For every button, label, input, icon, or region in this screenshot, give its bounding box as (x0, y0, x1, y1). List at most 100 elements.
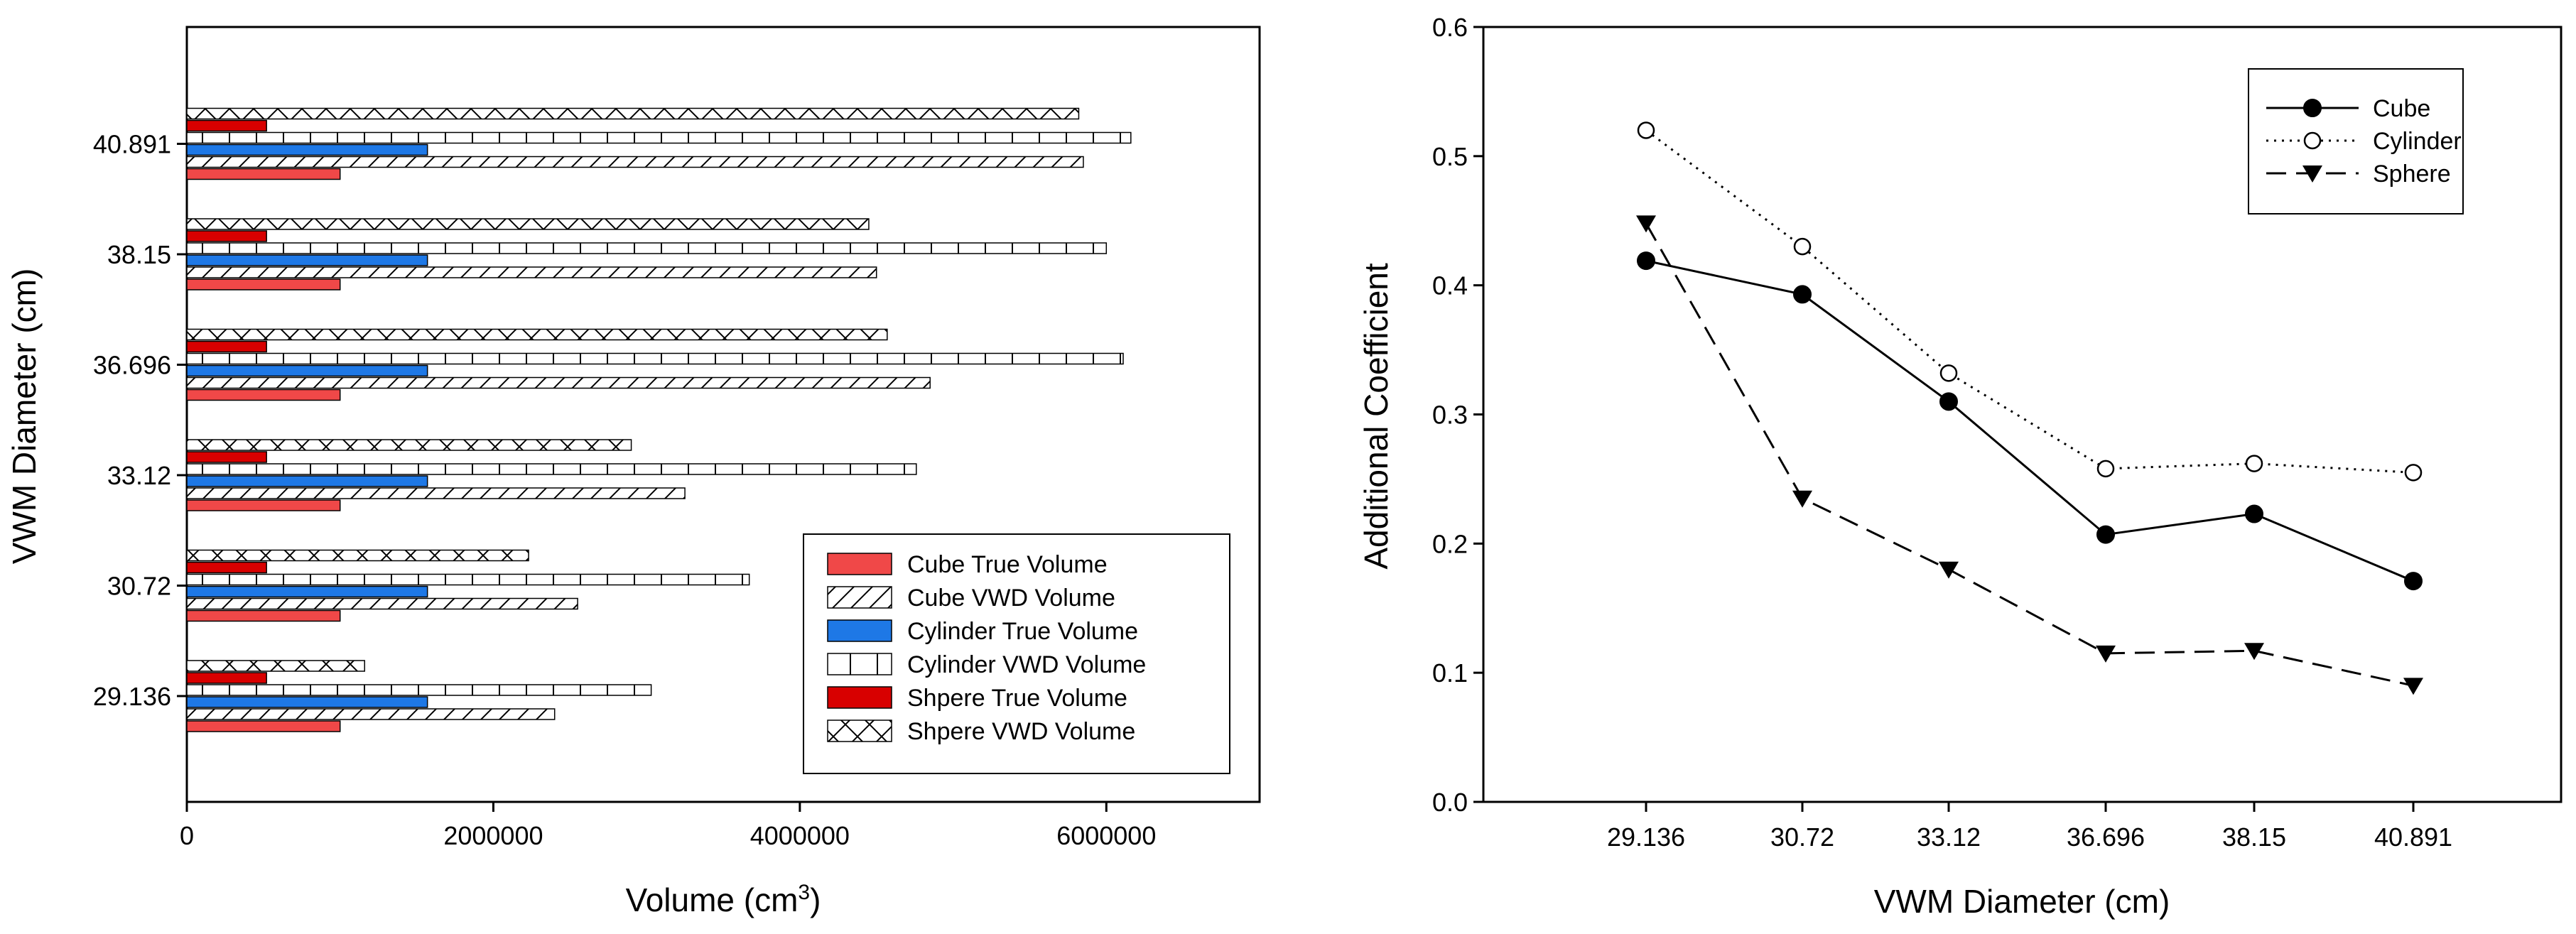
bar (186, 266, 877, 278)
bar (186, 573, 750, 586)
y-tick-label: 38.15 (107, 240, 171, 269)
right-legend: Cube Cylinder Sphere (2248, 68, 2464, 215)
data-point (2096, 525, 2115, 544)
legend-label: Cube VWD Volume (907, 585, 1115, 612)
bar (186, 561, 267, 574)
left-x-axis: 0 2000000 4000000 6000000 (180, 802, 1156, 850)
bar (186, 439, 632, 451)
bar (186, 708, 556, 720)
bar (186, 585, 428, 598)
data-point (2096, 645, 2116, 663)
y-tick-label: 0.1 (1432, 658, 1468, 688)
left-plot-frame (185, 26, 1261, 803)
series-line-sphere (1645, 222, 2414, 687)
data-point (2403, 678, 2423, 695)
legend-swatch (827, 619, 892, 642)
left-y-axis-label: VWM Diameter (cm) (6, 268, 43, 565)
x-tick-label: 29.136 (1607, 822, 1685, 852)
legend-marker (2303, 99, 2322, 117)
legend-swatch (827, 686, 892, 709)
y-tick-label: 33.12 (107, 461, 171, 490)
right-x-axis-label: VWM Diameter (cm) (1874, 883, 2170, 920)
right-legend-box (2248, 68, 2464, 215)
bar (186, 389, 341, 401)
y-tick-label: 30.72 (107, 572, 171, 601)
bar (186, 499, 341, 511)
bar (186, 672, 267, 684)
data-point (1939, 392, 1958, 411)
bar (186, 143, 428, 156)
x-tick-label: 30.72 (1770, 822, 1834, 852)
bar (186, 487, 686, 499)
data-point (2404, 572, 2423, 591)
data-point (2245, 455, 2263, 472)
bar (186, 119, 267, 132)
data-point (2245, 504, 2263, 523)
data-point (1793, 237, 1812, 256)
right-x-axis: 29.136 30.72 33.12 36.696 38.15 40.891 (1607, 802, 2452, 852)
volume-bar-chart: 29.136 30.72 33.12 36.696 38.15 40.891 0 20000… (6, 26, 1261, 918)
data-point (2404, 464, 2423, 482)
legend-marker (2302, 165, 2322, 183)
bar (186, 475, 428, 487)
data-point (2096, 460, 2115, 478)
bar (186, 696, 428, 708)
x-tick-label: 0 (180, 821, 194, 850)
bar (186, 609, 341, 622)
x-tick-label: 4000000 (750, 821, 850, 850)
right-y-axis-label: Additional Coefficient (1358, 263, 1395, 570)
bar (186, 660, 365, 672)
x-tick-label: 40.891 (2374, 822, 2452, 852)
coefficient-line-chart: 0.0 0.1 0.2 0.3 0.4 0.5 0.6 29.136 30.72 33.12 36… (1358, 13, 2563, 920)
data-point (1792, 490, 1812, 508)
right-y-axis: 0.0 0.1 0.2 0.3 0.4 0.5 0.6 (1432, 13, 1483, 817)
bar (186, 156, 1084, 168)
bar (186, 107, 1080, 120)
right-series (1636, 121, 2423, 695)
y-tick-label: 0.5 (1432, 142, 1468, 171)
left-x-axis-label: Volume (cm3) (626, 881, 821, 918)
data-point (2244, 643, 2264, 661)
bar (186, 597, 578, 610)
bar (186, 131, 1132, 144)
y-tick-label: 0.4 (1432, 271, 1468, 300)
legend-label: Cylinder VWD Volume (907, 651, 1146, 678)
left-bars (186, 107, 1132, 732)
legend-swatch (827, 553, 892, 575)
bar (186, 549, 529, 562)
bar (186, 684, 652, 696)
y-tick-label: 0.6 (1432, 13, 1468, 42)
left-legend: Cube True Volume Cube VWD Volume Cylinder … (803, 533, 1230, 774)
legend-label: Cube (2373, 95, 2430, 122)
legend-marker (2303, 131, 2322, 150)
legend-label: Shpere True Volume (907, 685, 1127, 712)
bar (186, 254, 428, 266)
x-tick-label: 33.12 (1917, 822, 1981, 852)
x-tick-label: 36.696 (2067, 822, 2145, 852)
bar (186, 352, 1124, 365)
left-y-axis: 29.136 30.72 33.12 36.696 38.15 40.891 (93, 130, 187, 711)
x-tick-label: 6000000 (1056, 821, 1156, 850)
legend-label: Cylinder (2373, 128, 2462, 155)
data-point (1637, 121, 1655, 139)
y-tick-label: 0.2 (1432, 529, 1468, 558)
bar (186, 168, 341, 180)
x-tick-label: 2000000 (443, 821, 543, 850)
series-line-cube (1645, 259, 2414, 582)
legend-swatch (827, 653, 892, 675)
bar (186, 230, 267, 242)
legend-swatch (827, 719, 892, 742)
legend-label: Shpere VWD Volume (907, 718, 1135, 745)
bar (186, 451, 267, 463)
bar (186, 328, 888, 341)
y-tick-label: 40.891 (93, 130, 171, 159)
data-point (1636, 215, 1656, 233)
bar (186, 376, 931, 389)
bar (186, 242, 1108, 254)
legend-label: Cube True Volume (907, 551, 1108, 578)
bar (186, 720, 341, 732)
data-point (1793, 285, 1812, 304)
y-tick-label: 29.136 (93, 682, 171, 711)
data-point (1939, 364, 1958, 382)
bar (186, 463, 917, 475)
